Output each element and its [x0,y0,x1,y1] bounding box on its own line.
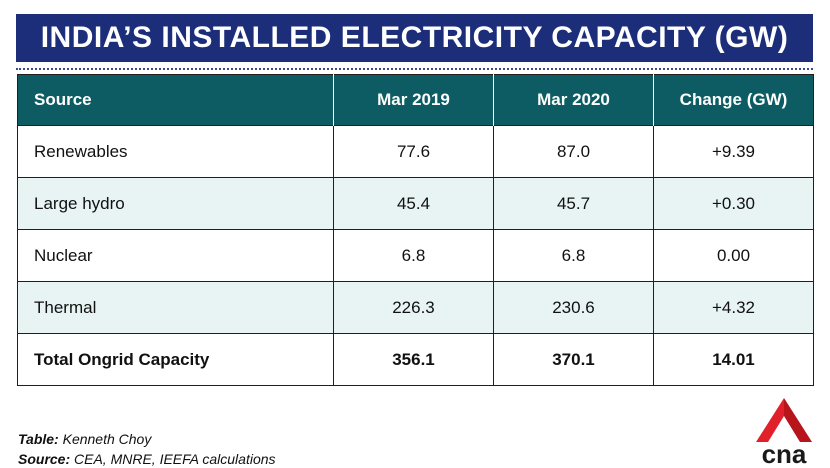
cell-mar-2019: 45.4 [333,177,494,230]
table-total-row: Total Ongrid Capacity 356.1 370.1 14.01 [17,333,814,386]
page-title: INDIA’S INSTALLED ELECTRICITY CAPACITY (… [16,14,813,62]
cell-mar-2019: 226.3 [333,281,494,334]
cell-change: 14.01 [653,333,814,386]
cell-source: Large hydro [17,177,334,230]
source-credit-label: Source: [18,451,71,467]
logo-left-stroke [756,398,784,442]
cell-mar-2020: 87.0 [493,125,654,178]
title-divider [16,68,813,70]
cell-mar-2020: 6.8 [493,229,654,282]
cell-change: +4.32 [653,281,814,334]
header-source: Source [17,74,334,126]
cell-mar-2019: 356.1 [333,333,494,386]
cna-logo-icon: cna [756,398,812,466]
header-mar-2019: Mar 2019 [333,74,494,126]
cell-change: 0.00 [653,229,814,282]
table-row: Large hydro 45.4 45.7 +0.30 [17,177,814,230]
cell-mar-2020: 230.6 [493,281,654,334]
table-row: Nuclear 6.8 6.8 0.00 [17,229,814,282]
table-credit: Table: Kenneth Choy [18,431,151,447]
table-row: Renewables 77.6 87.0 +9.39 [17,125,814,178]
cell-change: +0.30 [653,177,814,230]
source-credit-value: CEA, MNRE, IEEFA calculations [74,451,276,467]
cell-source: Thermal [17,281,334,334]
table-credit-value: Kenneth Choy [62,431,152,447]
header-change: Change (GW) [653,74,814,126]
cell-mar-2019: 77.6 [333,125,494,178]
cell-source: Nuclear [17,229,334,282]
capacity-table: Source Mar 2019 Mar 2020 Change (GW) Ren… [17,74,814,386]
logo-text: cna [762,439,807,466]
cell-source: Total Ongrid Capacity [17,333,334,386]
cell-source: Renewables [17,125,334,178]
cell-mar-2019: 6.8 [333,229,494,282]
table-credit-label: Table: [18,431,59,447]
source-credit: Source: CEA, MNRE, IEEFA calculations [18,451,276,467]
logo-right-stroke [784,398,812,442]
cell-mar-2020: 370.1 [493,333,654,386]
cell-mar-2020: 45.7 [493,177,654,230]
cell-change: +9.39 [653,125,814,178]
table-row: Thermal 226.3 230.6 +4.32 [17,281,814,334]
header-mar-2020: Mar 2020 [493,74,654,126]
table-header-row: Source Mar 2019 Mar 2020 Change (GW) [17,74,814,126]
